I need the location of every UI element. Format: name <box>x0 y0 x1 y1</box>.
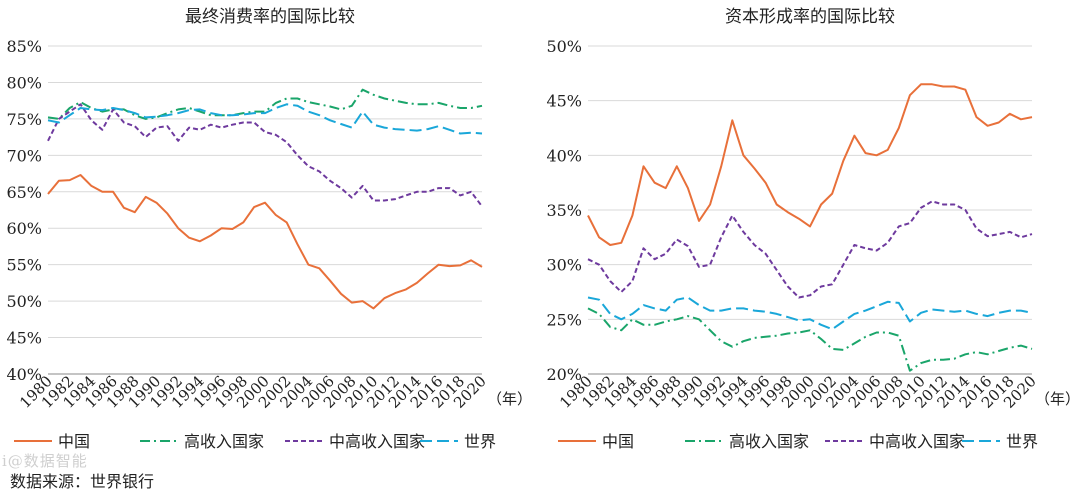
y-tick-label: 50% <box>546 37 582 56</box>
y-axis: 20% 25% 30% 35% 40% 45% 50% <box>546 37 1032 384</box>
legend-label: 高收入国家 <box>184 432 264 451</box>
series-line-中国 <box>587 83 1033 246</box>
y-tick-label: 65% <box>6 183 42 202</box>
legend: 中国 高收入国家 中高收入国家 世界 <box>558 432 1038 451</box>
chart-title: 最终消费率的国际比较 <box>185 7 355 27</box>
x-axis: 1980198219841986198819901992199419961998… <box>556 372 1040 412</box>
series-line-中国 <box>47 174 483 310</box>
legend-label: 中高收入国家 <box>869 432 965 451</box>
series-line-中高收入国家 <box>587 200 1033 299</box>
y-tick-label: 40% <box>6 365 42 384</box>
y-tick-label: 40% <box>546 146 582 165</box>
legend: 中国 高收入国家 中高收入国家 世界 <box>14 432 496 451</box>
consumption-rate-chart: 最终消费率的国际比较 40% 45% 50% 55% 60% 65% 70% 75% 80% 85… <box>6 7 532 451</box>
source-note: 数据来源：世界银行 <box>10 472 155 491</box>
x-unit-label: （年） <box>1035 390 1080 408</box>
watermark: i@数据智能 <box>2 452 88 470</box>
x-unit-label: （年） <box>487 390 532 408</box>
series-lines <box>47 88 483 310</box>
legend-label: 中国 <box>602 432 634 451</box>
y-tick-label: 20% <box>546 365 582 384</box>
y-tick-label: 75% <box>6 110 42 129</box>
legend-label: 世界 <box>1006 432 1038 451</box>
legend-label: 中高收入国家 <box>329 432 425 451</box>
y-tick-label: 35% <box>546 201 582 220</box>
legend-label: 高收入国家 <box>729 432 809 451</box>
y-tick-label: 55% <box>6 256 42 275</box>
capital-formation-chart: 资本形成率的国际比较 20% 25% 30% 35% 40% 45% 50% 1980198… <box>546 7 1080 451</box>
series-line-中高收入国家 <box>47 103 483 207</box>
y-tick-label: 85% <box>6 37 42 56</box>
y-tick-label: 80% <box>6 73 42 92</box>
y-tick-label: 30% <box>546 256 582 275</box>
series-line-世界 <box>587 296 1033 331</box>
x-axis: 1980198219841986198819901992199419961998… <box>16 372 490 412</box>
series-line-高收入国家 <box>47 88 483 120</box>
y-tick-label: 45% <box>546 92 582 111</box>
y-axis: 40% 45% 50% 55% 60% 65% 70% 75% 80% 85% <box>6 37 482 384</box>
series-line-高收入国家 <box>587 307 1033 372</box>
y-tick-label: 45% <box>6 329 42 348</box>
y-tick-label: 25% <box>546 310 582 329</box>
series-lines <box>587 83 1033 372</box>
y-tick-label: 70% <box>6 146 42 165</box>
y-tick-label: 60% <box>6 219 42 238</box>
legend-label: 世界 <box>464 432 496 451</box>
series-line-世界 <box>47 103 483 135</box>
legend-label: 中国 <box>58 432 90 451</box>
y-tick-label: 50% <box>6 292 42 311</box>
chart-title: 资本形成率的国际比较 <box>725 7 895 27</box>
